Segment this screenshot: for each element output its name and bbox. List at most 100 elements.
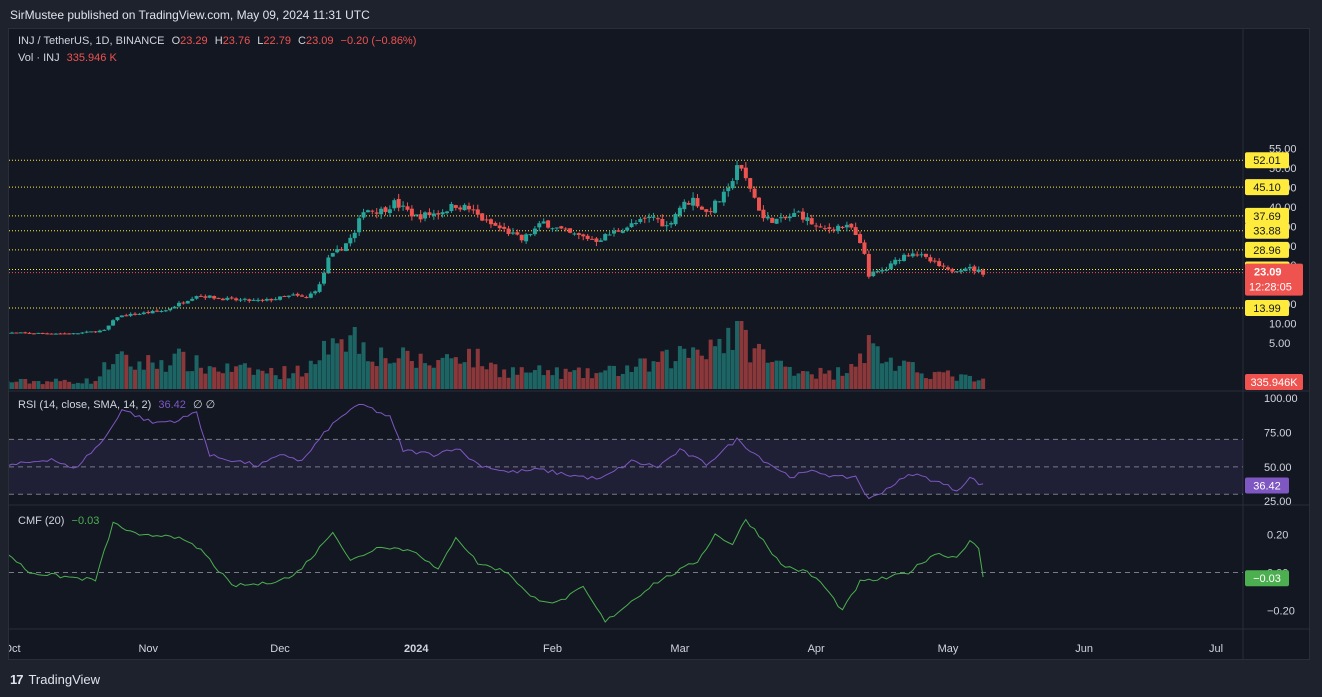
symbol-name[interactable]: INJ / TetherUS, 1D, BINANCE (18, 35, 165, 47)
volume-bar (945, 370, 950, 389)
volume-bar (660, 351, 665, 389)
candle-body (910, 253, 915, 257)
candle-body (71, 333, 76, 335)
candle-body (418, 214, 423, 220)
candle-body (919, 254, 924, 256)
candle-body (198, 295, 203, 297)
price-tick-label: 10.00 (1269, 319, 1297, 331)
cmf-label[interactable]: CMF (20) (18, 515, 65, 527)
volume-bar (387, 363, 392, 389)
volume-bar (488, 362, 493, 389)
candle-body (739, 164, 744, 169)
candle-body (704, 209, 709, 212)
volume-bar (49, 381, 54, 389)
countdown-label: 12:28:05 (1249, 282, 1292, 294)
volume-bar (260, 370, 265, 389)
candle-body (787, 216, 792, 219)
volume-bar (568, 371, 573, 389)
volume-bar (291, 373, 296, 389)
volume-label[interactable]: Vol · INJ (18, 52, 60, 64)
volume-bar (111, 364, 116, 389)
volume-bar (721, 353, 726, 389)
volume-bar (875, 346, 880, 389)
cmf-legend: CMF (20) −0.03 (18, 515, 103, 527)
last-volume-label: 335.946K (1250, 377, 1298, 389)
time-tick-label: 2024 (404, 643, 429, 655)
candle-body (502, 226, 507, 229)
candle-body (256, 299, 261, 301)
volume-bar (40, 384, 45, 389)
level-badge-label: 13.99 (1253, 303, 1281, 315)
candle-body (814, 225, 819, 227)
candle-body (445, 211, 450, 214)
candle-body (163, 310, 168, 312)
rsi-label[interactable]: RSI (14, close, SMA, 14, 2) (18, 399, 152, 411)
volume-bar (669, 368, 674, 389)
candle-body (871, 271, 876, 277)
candle-body (735, 165, 740, 180)
volume-bar (89, 383, 94, 389)
chart-frame[interactable]: 55.0050.0045.0040.0035.0030.0025.0020.00… (8, 28, 1310, 660)
candle-body (58, 333, 63, 335)
candle-body (941, 265, 946, 267)
volume-bar (326, 354, 331, 389)
candle-body (598, 240, 603, 242)
volume-bar (264, 373, 269, 389)
candle-body (831, 229, 836, 231)
candle-body (14, 332, 19, 334)
volume-bar (84, 378, 89, 389)
volume-bar (234, 366, 239, 389)
candle-body (686, 203, 691, 205)
volume-bar (273, 375, 278, 389)
candle-body (9, 332, 10, 334)
time-tick-label: Feb (543, 643, 562, 655)
volume-bar (212, 367, 217, 389)
volume-bar (62, 379, 67, 389)
volume-bar (23, 378, 28, 389)
volume-bar (932, 372, 937, 389)
candle-body (348, 237, 353, 244)
candle-body (181, 302, 186, 304)
candle-body (102, 329, 107, 331)
tradingview-brand[interactable]: 17 TradingView (10, 672, 100, 687)
volume-bar (704, 359, 709, 389)
volume-bar (787, 366, 792, 389)
candle-body (291, 294, 296, 296)
candle-body (453, 205, 458, 208)
candle-body (225, 297, 230, 300)
time-tick-label: Apr (808, 643, 825, 655)
volume-bar (335, 343, 340, 389)
candle-body (414, 214, 419, 216)
volume-bar (282, 366, 287, 389)
candle-body (23, 332, 28, 334)
volume-bar (510, 367, 515, 389)
volume-bar (247, 367, 252, 389)
candle-body (361, 212, 366, 218)
volume-bar (502, 369, 507, 389)
volume-bar (220, 373, 225, 389)
candle-body (708, 211, 713, 213)
volume-bar (27, 383, 32, 389)
candle-body (981, 270, 986, 275)
candle-body (853, 227, 858, 235)
volume-bar (339, 339, 344, 389)
volume-bar (9, 381, 10, 389)
candle-body (761, 209, 766, 219)
volume-bar (80, 383, 85, 389)
candle-body (168, 308, 173, 311)
candle-body (194, 296, 199, 299)
chart-canvas[interactable]: 55.0050.0045.0040.0035.0030.0025.0020.00… (9, 29, 1310, 660)
candle-body (31, 333, 36, 335)
volume-bar (967, 375, 972, 389)
candle-body (717, 201, 722, 203)
candle-body (278, 296, 283, 300)
candle-body (862, 242, 867, 254)
volume-bar (585, 368, 590, 389)
candle-body (932, 260, 937, 262)
volume-bar (858, 353, 863, 389)
candle-body (190, 298, 195, 301)
candle-body (765, 216, 770, 219)
candle-body (352, 232, 357, 239)
cmf-value: −0.03 (71, 515, 100, 527)
candle-body (423, 212, 428, 219)
